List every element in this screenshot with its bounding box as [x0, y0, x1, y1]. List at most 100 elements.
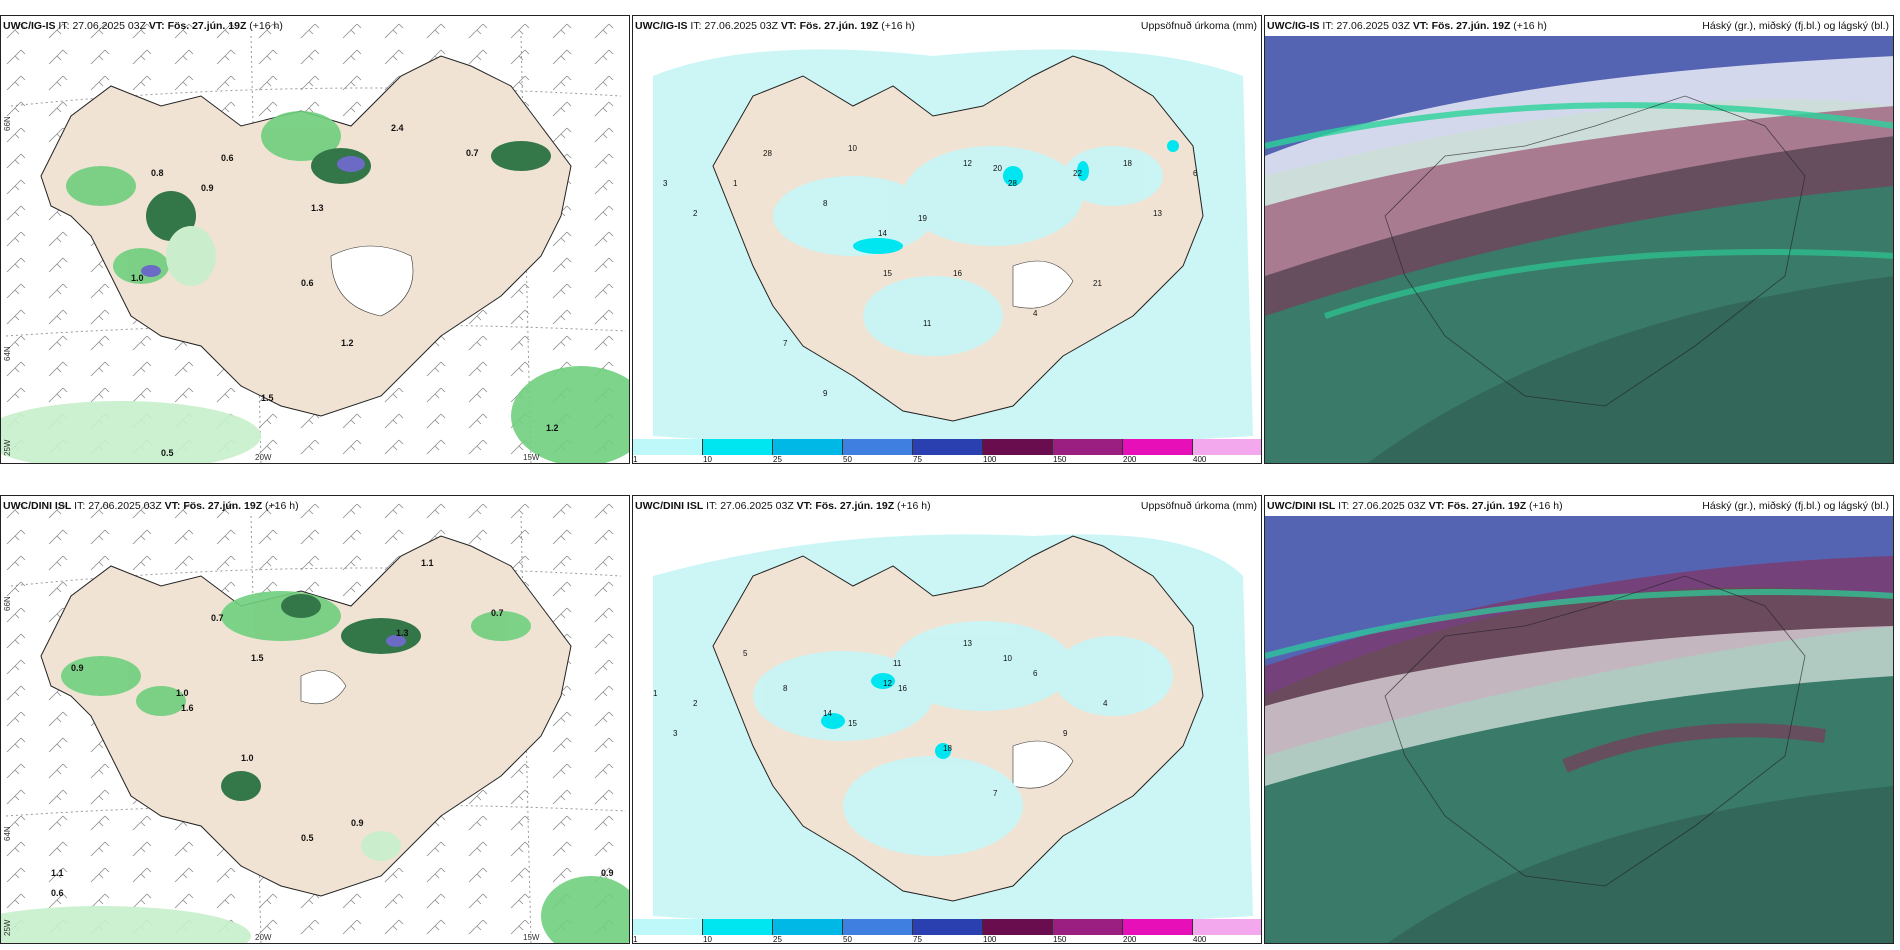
precip-value: 22	[1073, 169, 1082, 178]
green-value: 1.3	[396, 628, 409, 638]
precip-value: 9	[823, 389, 828, 398]
green-value: 0.9	[351, 818, 364, 828]
cloud-map	[1265, 516, 1893, 943]
green-value: 0.6	[301, 278, 314, 288]
lat-label: 64N	[3, 826, 12, 841]
precip-value: 6	[1033, 669, 1038, 678]
map-title: Uppsöfnuð úrkoma (mm)	[1140, 500, 1257, 512]
precip-value: 9	[1063, 729, 1068, 738]
colorbar-tick: 100	[983, 935, 997, 944]
green-value: 2.4	[391, 123, 404, 133]
green-value: 1.3	[311, 203, 324, 213]
green-value: 0.9	[601, 868, 614, 878]
green-value: 0.8	[151, 168, 164, 178]
precip-value: 3	[663, 179, 668, 188]
map-title: Háský (gr.), miðský (fj.bl.) og lágský (…	[1702, 20, 1889, 32]
panel-ig-wind: UWC/IG-IS IT: 27.06.2025 03Z VT: Fös. 27…	[0, 15, 630, 464]
lon-label: 15W	[523, 453, 540, 462]
green-value: 1.0	[241, 753, 254, 763]
colorbar-tick: 1	[633, 935, 638, 944]
colorbar-tick: 200	[1123, 455, 1137, 464]
precip-map: 3 2 1 28 8 10 14 19 12 20 28 22 18 15 11…	[633, 36, 1261, 446]
lat-label: 66N	[3, 116, 12, 131]
precip-value: 28	[763, 149, 772, 158]
cloud-map	[1265, 36, 1893, 463]
map-title: Háský (gr.), miðský (fj.bl.) og lágský (…	[1702, 500, 1889, 512]
precip-value: 4	[1103, 699, 1108, 708]
green-value: 1.6	[181, 703, 194, 713]
colorbar-tick: 25	[773, 455, 782, 464]
lon-label: 20W	[255, 453, 272, 462]
panel-header: UWC/IG-IS IT: 27.06.2025 03Z VT: Fös. 27…	[635, 20, 915, 32]
panel-ig-clouds: UWC/IG-IS IT: 27.06.2025 03Z VT: Fös. 27…	[1264, 15, 1894, 464]
precip-value: 16	[953, 269, 962, 278]
colorbar-tick: 50	[843, 455, 852, 464]
green-value: 1.5	[251, 653, 264, 663]
precip-value: 16	[898, 684, 907, 693]
colorbar-tick: 400	[1193, 935, 1207, 944]
precip-value: 1	[733, 179, 738, 188]
panel-dini-clouds: UWC/DINI ISL IT: 27.06.2025 03Z VT: Fös.…	[1264, 495, 1894, 944]
precip-value: 1	[653, 689, 658, 698]
colorbar-tick: 150	[1053, 455, 1067, 464]
precip-colorbar: 1 10 25 50 75 100 150 200 400	[633, 439, 1261, 464]
precip-value: 7	[993, 789, 998, 798]
colorbar-tick: 400	[1193, 455, 1207, 464]
precip-value: 12	[963, 159, 972, 168]
precip-value: 10	[1003, 654, 1012, 663]
panel-header: UWC/DINI ISL IT: 27.06.2025 03Z VT: Fös.…	[635, 500, 931, 512]
precip-value: 14	[878, 229, 887, 238]
precip-value: 7	[783, 339, 788, 348]
precip-value: 14	[823, 709, 832, 718]
precip-value: 11	[893, 659, 902, 668]
map-title: Uppsöfnuð úrkoma (mm)	[1140, 20, 1257, 32]
iceland-land	[40, 55, 572, 417]
precip-value: 2	[693, 209, 698, 218]
wind-precip-map: 0.7 1.1 0.9 1.0 1.6 1.5 1.3 0.7 1.0 0.9 …	[1, 496, 629, 943]
green-value: 1.2	[546, 423, 559, 433]
precip-value: 13	[963, 639, 972, 648]
precip-map: 1 2 3 5 8 11 13 10 14 15 12 16 6 9 4 7 1…	[653, 534, 1253, 926]
lat-label: 64N	[3, 346, 12, 361]
precip-value: 19	[918, 214, 927, 223]
green-blobs	[1, 111, 629, 463]
precip-value: 15	[848, 719, 857, 728]
precip-colorbar: 1 10 25 50 75 100 150 200 400	[633, 919, 1261, 944]
colorbar-tick: 75	[913, 455, 922, 464]
colorbar-tick: 10	[703, 935, 712, 944]
lon-label: 25W	[3, 439, 12, 456]
wind-precip-map: 0.8 0.6 2.4 0.7 1.3 1.0 0.6 1.2 0.5 1.2 …	[1, 16, 629, 463]
colorbar-tick: 100	[983, 455, 997, 464]
green-value: 0.7	[491, 608, 504, 618]
precip-value: 28	[1008, 179, 1017, 188]
green-value: 1.1	[51, 868, 64, 878]
iceland-land	[712, 535, 1204, 902]
precip-value: 21	[1093, 279, 1102, 288]
colorbar-tick: 200	[1123, 935, 1137, 944]
green-value: 1.2	[341, 338, 354, 348]
green-value: 1.1	[421, 558, 434, 568]
precip-value: 18	[943, 744, 952, 753]
green-value: 1.0	[176, 688, 189, 698]
precip-value: 6	[1193, 169, 1198, 178]
lat-label: 66N	[3, 596, 12, 611]
precip-value: 18	[1123, 159, 1132, 168]
lon-label: 25W	[3, 919, 12, 936]
panel-header: UWC/DINI ISL IT: 27.06.2025 03Z VT: Fös.…	[1267, 500, 1563, 512]
precip-value: 11	[923, 319, 932, 328]
precip-value: 13	[1153, 209, 1162, 218]
precip-value: 8	[823, 199, 828, 208]
colorbar-tick: 75	[913, 935, 922, 944]
precip-value: 2	[693, 699, 698, 708]
lon-label: 15W	[523, 933, 540, 942]
colorbar-tick: 10	[703, 455, 712, 464]
green-value: 1.0	[131, 273, 144, 283]
panel-dini-precip: UWC/DINI ISL IT: 27.06.2025 03Z VT: Fös.…	[632, 495, 1262, 944]
precip-value: 4	[1033, 309, 1038, 318]
panel-header: UWC/IG-IS IT: 27.06.2025 03Z VT: Fös. 27…	[1267, 20, 1547, 32]
green-value: 1.5	[261, 393, 274, 403]
panel-ig-precip: UWC/IG-IS IT: 27.06.2025 03Z VT: Fös. 27…	[632, 15, 1262, 464]
precip-value: 12	[883, 679, 892, 688]
colorbar-tick: 150	[1053, 935, 1067, 944]
green-value: 0.6	[51, 888, 64, 898]
